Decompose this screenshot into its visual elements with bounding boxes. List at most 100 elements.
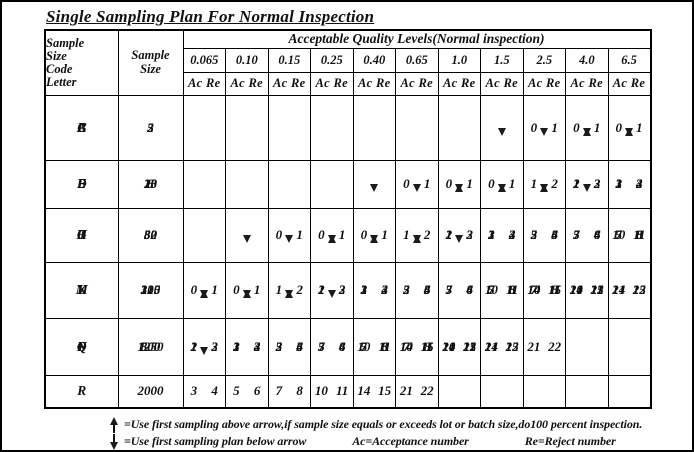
ac-re-subheader: Ac Re — [522, 71, 566, 96]
plan-cell: 10 11 14 15 21 22 — [437, 317, 481, 376]
plan-cell — [225, 94, 269, 161]
plan-grid-body: A B C 2 3 5 0 1 0 1 0 1 D E F 8 13 20 0 1 0 1 0 1 1 2 1 2 2 3 1 2 2 3 3 4 G H… — [44, 94, 651, 409]
legend-ac-note: Ac=Acceptance number — [352, 434, 469, 448]
ac-re-subheader: Ac Re — [267, 71, 311, 96]
aql-level: 0.10 — [225, 47, 269, 73]
sample-size-cell: 32 50 80 — [117, 207, 184, 263]
ac-re-subheader: Ac Re — [437, 71, 481, 96]
legend-down-text: =Use first sampling plan below arrow — [124, 434, 307, 448]
ac-re-subheader: Ac Re — [607, 71, 651, 96]
legend-re-note: Re=Reject number — [524, 434, 616, 448]
aql-header: Acceptable Quality Levels(Normal inspect… — [182, 29, 651, 49]
sample-size-header: Sample Size — [117, 29, 184, 96]
ac-re-subheader: Ac Re — [225, 71, 269, 96]
legend: =Use first sampling above arrow,if sampl… — [108, 416, 692, 450]
plan-cell — [310, 94, 354, 161]
ac-re-values: 14 15 — [484, 338, 519, 354]
plan-cell — [480, 94, 524, 161]
sample-size-cell: 500 800 1250 — [117, 317, 184, 376]
plan-cell: 7 8 10 11 14 15 — [522, 261, 566, 319]
ac-re-subheader: Ac Re — [565, 71, 609, 96]
plan-cell: 21 22 — [522, 317, 566, 376]
plan-cell — [352, 94, 396, 161]
ac-re-values: 10 11 — [357, 338, 391, 354]
down-arrow-icon — [108, 433, 119, 450]
ac-re-values: 21 22 — [612, 282, 646, 297]
ac-re-values: 21 22 — [569, 282, 604, 297]
page-title-text: Single Sampling Plan For Normal Inspecti… — [46, 7, 375, 26]
ac-re-values: 14 15 — [399, 338, 434, 354]
plan-cell: 14 15 — [352, 374, 396, 409]
ac-re-values: 21 22 — [399, 383, 434, 399]
ac-re-values: 14 15 — [527, 282, 562, 297]
plan-cell: 14 15 21 22 — [480, 317, 524, 376]
plan-cell: 5 6 7 8 10 11 — [480, 261, 524, 319]
aql-level: 0.15 — [267, 47, 311, 73]
ac-re-subheader: Ac Re — [480, 71, 524, 96]
sample-size-cell: 8 13 20 — [117, 159, 184, 209]
plan-cell — [225, 207, 269, 263]
ac-re-values: 10 11 — [442, 338, 476, 354]
ac-re-values: 14 15 — [612, 282, 646, 297]
aql-levels-row: 0.065 0.10 0.15 0.25 0.40 0.65 1.0 1.5 2.5 4.0 6.5 — [45, 47, 651, 73]
plan-cell — [182, 159, 226, 209]
code-group-row: N P Q 500 800 1250 1 2 2 3 1 2 2 3 3 4 2 3 3 4 5 6 3 4 5 6 7 8 5 6 7 8 1… — [44, 317, 651, 376]
plan-cell — [225, 159, 269, 209]
plan-cell — [267, 94, 311, 161]
ac-re-values: 10 11 — [484, 282, 519, 297]
ac-re-values: 14 15 — [442, 338, 477, 354]
ac-re-subheader: Ac Re — [310, 71, 354, 96]
plan-cell — [437, 94, 481, 161]
ac-re-values: 14 15 — [569, 282, 604, 297]
plan-cell — [182, 94, 226, 161]
aql-level: 4.0 — [565, 47, 609, 73]
code-letter-header: Sample Size Code Letter — [44, 29, 119, 96]
